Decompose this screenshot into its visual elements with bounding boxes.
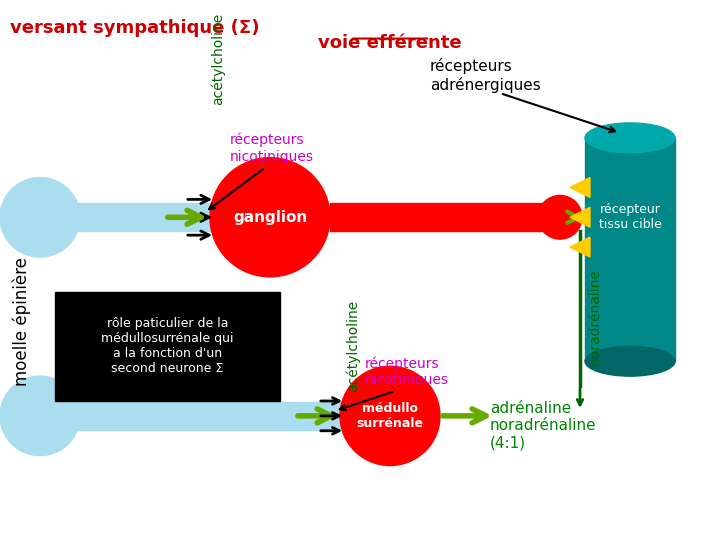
- Polygon shape: [570, 178, 590, 198]
- Circle shape: [0, 178, 80, 257]
- Text: versant sympathique (Σ): versant sympathique (Σ): [10, 19, 259, 37]
- Text: rôle paticulier de la
médullosurrénale qui
a la fonction d'un
second neurone Σ: rôle paticulier de la médullosurrénale q…: [102, 318, 234, 375]
- Text: récepteur
tissu cible: récepteur tissu cible: [598, 203, 662, 231]
- Text: récepteurs
nicotiniques: récepteurs nicotiniques: [365, 356, 449, 387]
- Ellipse shape: [585, 346, 675, 376]
- Polygon shape: [570, 237, 590, 257]
- Text: acétylcholine: acétylcholine: [211, 12, 225, 105]
- Text: acétylcholine: acétylcholine: [346, 300, 360, 393]
- Bar: [55, 292, 280, 401]
- Ellipse shape: [585, 123, 675, 153]
- Text: noradrénaline: noradrénaline: [588, 268, 602, 365]
- Circle shape: [0, 376, 80, 456]
- Text: médullo
surrénale: médullo surrénale: [356, 402, 423, 430]
- Text: voie efférente: voie efférente: [318, 33, 462, 51]
- Circle shape: [340, 366, 440, 465]
- Bar: [585, 138, 675, 361]
- Text: adrénaline
noradrénaline
(4:1): adrénaline noradrénaline (4:1): [490, 401, 597, 451]
- Polygon shape: [570, 207, 590, 227]
- Bar: [40, 402, 345, 430]
- Circle shape: [210, 158, 330, 277]
- Text: récepteurs
nicotiniques: récepteurs nicotiniques: [230, 133, 314, 164]
- Text: moelle épinière: moelle épinière: [13, 257, 31, 386]
- Circle shape: [538, 195, 582, 239]
- Text: ganglion: ganglion: [233, 210, 307, 225]
- Bar: [330, 204, 560, 231]
- Text: récepteurs
adrénergiques: récepteurs adrénergiques: [430, 58, 541, 93]
- Bar: [40, 204, 215, 231]
